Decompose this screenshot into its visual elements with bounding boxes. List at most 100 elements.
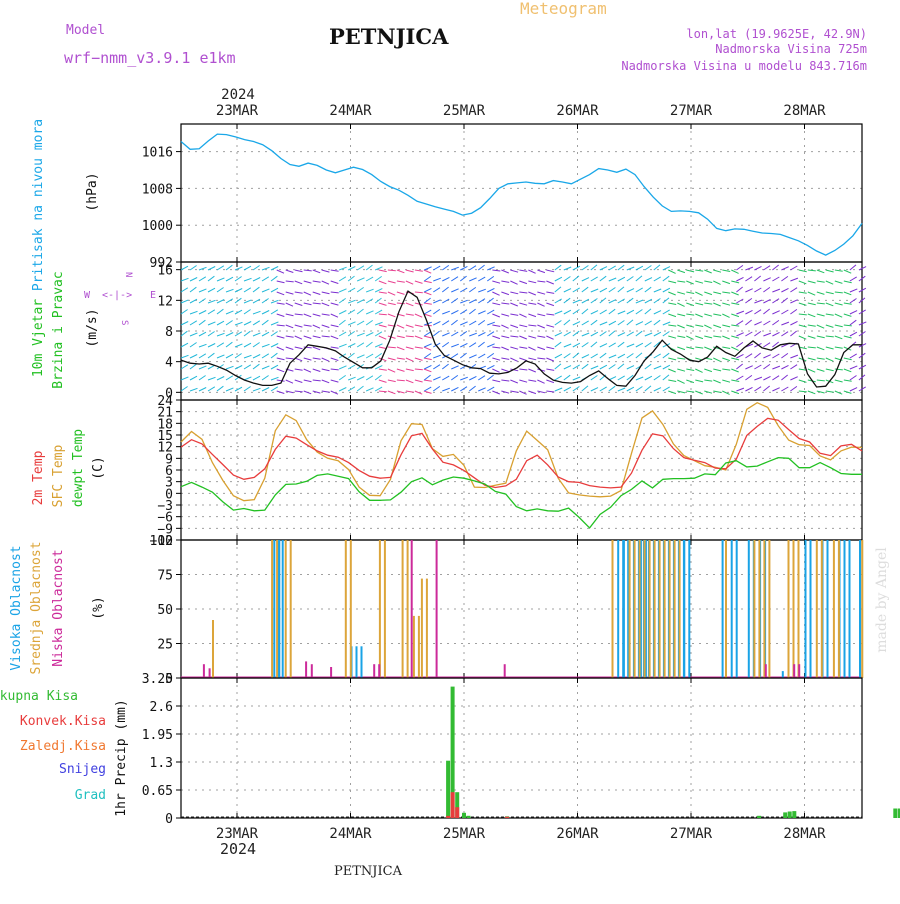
wind-barb bbox=[492, 324, 501, 327]
cloud-title-1: Visoka Oblacnost bbox=[9, 545, 24, 670]
wind-barb bbox=[276, 368, 285, 373]
wind-barb bbox=[501, 313, 510, 317]
wind-barb bbox=[321, 379, 330, 384]
wind-barb bbox=[234, 365, 243, 370]
wind-barb bbox=[772, 264, 780, 271]
wind-barb bbox=[487, 386, 495, 392]
wind-barb bbox=[695, 346, 704, 349]
wind-barb bbox=[563, 319, 571, 326]
wind-barb bbox=[635, 321, 644, 326]
ytick-label: 12 bbox=[157, 294, 173, 309]
wind-barb bbox=[424, 343, 432, 348]
wind-barb bbox=[510, 324, 519, 329]
wind-barb bbox=[189, 387, 198, 392]
ytick-label: 0 bbox=[165, 672, 173, 687]
wind-barb bbox=[554, 375, 562, 381]
cloud-bar bbox=[208, 668, 211, 678]
wind-barb bbox=[781, 374, 789, 381]
wind-barb bbox=[243, 386, 251, 392]
wind-barb bbox=[414, 280, 423, 284]
wind-barb bbox=[736, 320, 744, 326]
wind-barb bbox=[252, 387, 261, 392]
wind-barb bbox=[347, 321, 356, 326]
cloud-bar bbox=[271, 540, 274, 678]
wind-barb bbox=[644, 363, 652, 370]
wind-barb bbox=[722, 324, 731, 328]
wind-barb bbox=[477, 319, 486, 326]
wind-barb bbox=[816, 335, 825, 339]
product-title: Meteogram bbox=[520, 0, 607, 18]
wind-barb bbox=[378, 335, 387, 340]
cloud-bar bbox=[425, 578, 428, 678]
wind-barb bbox=[745, 276, 753, 282]
wind-barb bbox=[807, 335, 816, 339]
wind-barb bbox=[451, 365, 459, 370]
wind-barb bbox=[198, 298, 206, 304]
wind-barb bbox=[653, 341, 661, 348]
cloud-bar bbox=[859, 540, 861, 678]
wind-barb bbox=[843, 390, 852, 394]
wind-barb bbox=[198, 266, 207, 271]
precip-bar bbox=[446, 815, 451, 818]
wind-barb bbox=[731, 368, 739, 373]
wind-barb bbox=[858, 364, 867, 370]
wind-barb bbox=[270, 376, 279, 381]
wind-barb bbox=[510, 291, 519, 295]
wind-barb bbox=[563, 343, 572, 348]
wind-barb bbox=[731, 313, 740, 318]
wind-barb bbox=[722, 291, 731, 294]
wind-barb bbox=[396, 335, 405, 339]
wind-barb bbox=[653, 264, 661, 271]
pressure-line bbox=[180, 133, 863, 256]
wind-barb bbox=[754, 364, 762, 370]
wind-barb bbox=[492, 335, 501, 340]
wind-barb bbox=[460, 321, 468, 326]
cloud-bar bbox=[638, 540, 641, 678]
wind-barb bbox=[554, 387, 563, 392]
wind-barb bbox=[207, 376, 216, 381]
wind-barb bbox=[617, 353, 626, 359]
cloud-bar bbox=[276, 540, 279, 678]
ytick-label: 100 bbox=[150, 534, 173, 549]
wind-barb bbox=[722, 269, 731, 272]
wind-barb bbox=[858, 374, 866, 381]
wind-barb bbox=[581, 277, 590, 282]
wind-barb bbox=[510, 379, 518, 384]
wind-barb bbox=[581, 332, 590, 337]
wind-barb bbox=[713, 313, 722, 316]
wind-barb bbox=[644, 308, 652, 315]
wind-barb bbox=[617, 264, 625, 271]
temp-title-1: 2m Temp bbox=[31, 450, 46, 505]
wind-barb bbox=[695, 280, 704, 284]
wind-barb bbox=[599, 287, 608, 293]
wind-barb bbox=[180, 287, 189, 293]
wind-barb bbox=[374, 352, 382, 359]
wind-barb bbox=[510, 368, 519, 372]
wind-barb bbox=[554, 320, 562, 326]
ytick-label: 50 bbox=[157, 603, 173, 618]
wind-barb bbox=[469, 332, 477, 337]
wind-barb bbox=[581, 342, 589, 348]
wind-barb bbox=[207, 287, 216, 293]
wind-barb bbox=[731, 324, 740, 327]
wind-barb bbox=[225, 341, 233, 348]
wind-barb bbox=[338, 343, 347, 348]
wind-barb bbox=[501, 324, 509, 329]
legend-item: Konvek.Kisa bbox=[20, 714, 106, 729]
cloud-bar bbox=[360, 646, 363, 678]
wind-barb bbox=[441, 286, 449, 293]
wind-barb bbox=[276, 335, 285, 339]
wind-barb bbox=[626, 343, 635, 348]
wind-barb bbox=[626, 319, 634, 326]
wind-barb bbox=[686, 291, 695, 294]
wind-barb bbox=[510, 302, 518, 307]
panel-frame bbox=[180, 677, 863, 819]
wind-barb bbox=[276, 280, 285, 284]
cloud-bar bbox=[212, 620, 214, 678]
wind-barb bbox=[834, 291, 843, 294]
wind-barb bbox=[243, 265, 252, 271]
cloud-bar bbox=[330, 667, 333, 678]
wind-barb bbox=[441, 264, 450, 271]
wind-barb bbox=[858, 386, 866, 392]
wind-barb bbox=[451, 343, 459, 348]
